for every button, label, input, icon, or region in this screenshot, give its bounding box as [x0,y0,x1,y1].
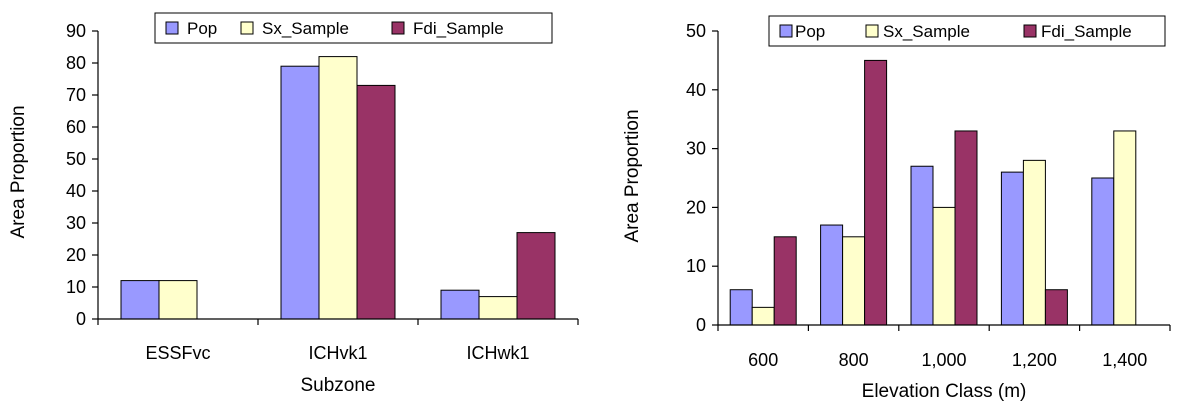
bar-pop-4 [1091,177,1115,326]
y-tick-label: 60 [66,117,86,137]
bar-pop-2 [910,165,934,326]
legend-box [768,15,1166,47]
y-tick-label: 10 [66,277,86,297]
legend-label-pop: Pop [795,22,825,41]
y-tick-label: 30 [686,139,706,159]
legend-swatch-sx_sample [865,24,879,38]
x-tick-label: ICHwk1 [466,343,529,363]
legend-swatch-pop [779,24,793,38]
x-tick-label: ICHvk1 [308,343,367,363]
y-tick-label: 0 [76,309,86,329]
bar-fdi_sample-2 [954,130,978,326]
bar-pop-1 [280,65,320,320]
chart-2: 0 10 20 30 40 50 600 800 1,000 1,200 1,400 Elevatio… [622,15,1171,402]
legend-label-fdi_sample: Fdi_Sample [1041,22,1132,41]
y-tick-label: 30 [66,213,86,233]
bar-pop-3 [1000,171,1024,326]
legend: Pop Sx_Sample Fdi_Sample [768,15,1166,47]
y-tick-label: 80 [66,53,86,73]
y-tick-label: 40 [686,80,706,100]
y-tick-label: 20 [66,245,86,265]
y-axis-title: Area Proportion [8,105,29,238]
chart-1: 0 10 20 30 40 50 60 70 80 90 ESSFvc ICHvk1 ICHwk1 Sub… [8,12,579,396]
legend-label-pop: Pop [187,19,217,38]
y-tick-label: 10 [686,256,706,276]
x-axis-title: Elevation Class (m) [862,381,1027,402]
bar-pop-1 [820,224,844,326]
bar-pop-2 [440,289,480,320]
bar-sx_sample-1 [318,56,358,320]
bar-sx_sample-2 [478,296,518,320]
bar-fdi_sample-1 [864,59,888,326]
x-tick-label: ESSFvc [145,343,210,363]
y-tick-label: 50 [66,149,86,169]
y-tick-label: 90 [66,21,86,41]
legend-label-fdi_sample: Fdi_Sample [413,19,504,38]
x-tick-label: 800 [839,350,869,370]
x-tick-label: 1,400 [1102,350,1147,370]
legend-swatch-sx_sample [240,21,254,35]
legend-label-sx_sample: Sx_Sample [883,22,970,41]
x-axis-title: Subzone [300,375,375,396]
y-tick-label: 70 [66,85,86,105]
bar-sx_sample-3 [1022,159,1046,326]
x-tick-label: 600 [748,350,778,370]
bar-pop-0 [729,289,753,326]
x-tick-label: 1,200 [1012,350,1057,370]
bar-sx_sample-4 [1113,130,1137,326]
legend-swatch-pop [165,21,179,35]
bar-sx_sample-0 [158,280,198,320]
bar-sx_sample-2 [932,206,956,326]
y-tick-label: 0 [696,315,706,335]
bar-fdi_sample-3 [1044,289,1068,326]
x-tick-label: 1,000 [921,350,966,370]
bar-sx_sample-0 [751,306,775,326]
legend-swatch-fdi_sample [1023,24,1037,38]
y-tick-label: 50 [686,21,706,41]
bar-fdi_sample-2 [516,232,556,320]
bar-sx_sample-1 [842,236,866,326]
legend-box [154,12,553,44]
y-axis-title: Area Proportion [622,109,643,242]
bar-pop-0 [120,280,160,320]
legend-label-sx_sample: Sx_Sample [262,19,349,38]
bar-fdi_sample-0 [773,236,797,326]
bar-fdi_sample-1 [356,84,396,320]
y-tick-label: 40 [66,181,86,201]
y-tick-label: 20 [686,197,706,217]
legend: Pop Sx_Sample Fdi_Sample [154,12,553,44]
legend-swatch-fdi_sample [391,21,405,35]
